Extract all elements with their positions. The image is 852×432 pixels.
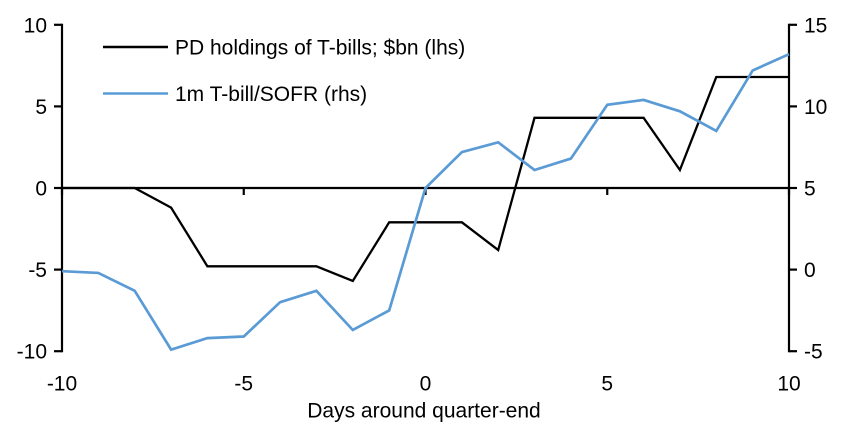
y-axis-left-tick-label: -5 xyxy=(28,259,47,282)
y-axis-right-tick-label: 5 xyxy=(804,178,816,201)
axes-layer: -10 -5 0 5 10 10 5 0 -5 -10 15 10 5 0 -5 xyxy=(17,14,828,395)
y-axis-left-tick-label: 10 xyxy=(24,14,47,37)
series-layer xyxy=(61,52,790,352)
y-axis-left-tick-label: 5 xyxy=(35,96,47,119)
series-tbill-sofr-line xyxy=(61,52,790,352)
legend: PD holdings of T-bills; $bn (lhs) 1m T-b… xyxy=(103,37,465,106)
y-axis-right-tick-label: 10 xyxy=(804,96,827,119)
legend-label-pd-holdings: PD holdings of T-bills; $bn (lhs) xyxy=(175,37,465,60)
y-axis-right-tick-label: 15 xyxy=(804,14,827,37)
y-axis-left-tick-label: -10 xyxy=(17,341,47,364)
legend-label-tbill-sofr: 1m T-bill/SOFR (rhs) xyxy=(175,83,367,106)
y-axis-right-tick-label: -5 xyxy=(804,341,823,364)
x-axis-tick-label: -5 xyxy=(234,373,253,396)
x-axis-tick-label: 5 xyxy=(601,373,613,396)
x-axis-tick-label: 10 xyxy=(777,373,800,396)
y-axis-left-tick-label: 0 xyxy=(35,178,47,201)
x-axis-title: Days around quarter-end xyxy=(307,400,540,423)
x-axis-tick-label: 0 xyxy=(420,373,432,396)
x-axis-tick-label: -10 xyxy=(47,373,77,396)
y-axis-right-tick-label: 0 xyxy=(804,259,816,282)
series-pd-holdings-line xyxy=(62,75,789,283)
